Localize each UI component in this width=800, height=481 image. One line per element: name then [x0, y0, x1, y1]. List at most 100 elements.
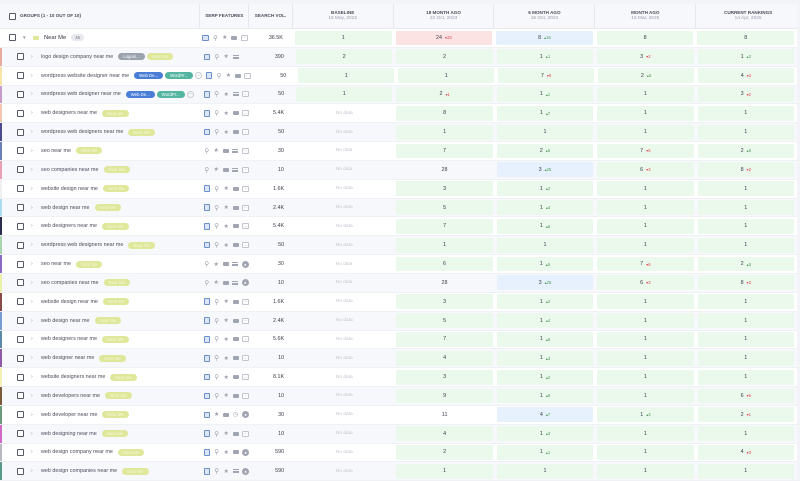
- row-checkbox[interactable]: [17, 279, 24, 287]
- rank-cell[interactable]: 1: [595, 444, 695, 462]
- rank-cell[interactable]: No data: [294, 331, 394, 349]
- keyword-tag[interactable]: Near Me: [146, 53, 174, 61]
- rank-cell[interactable]: 1: [696, 331, 800, 349]
- keyword-row[interactable]: › web developers near me Near Me ⚲ ★ ··· 10 No …: [0, 387, 800, 406]
- rank-cell[interactable]: 1: [293, 29, 394, 47]
- rank-cell[interactable]: 3 ▾2: [595, 48, 695, 66]
- chevron-right-icon[interactable]: ›: [31, 53, 33, 60]
- rank-cell[interactable]: 1: [396, 67, 496, 85]
- rank-cell[interactable]: 7 ▾6: [496, 67, 596, 85]
- rank-cell[interactable]: 1: [394, 236, 494, 254]
- serp-features-header[interactable]: SERP FEATURES: [200, 4, 250, 28]
- chevron-right-icon[interactable]: ›: [31, 355, 33, 362]
- rank-cell[interactable]: 1: [696, 236, 800, 254]
- chevron-right-icon[interactable]: ›: [31, 449, 33, 456]
- rank-cell[interactable]: 1: [696, 312, 800, 330]
- rank-cell[interactable]: 1: [595, 86, 695, 104]
- keyword-text[interactable]: web design company near me: [41, 449, 113, 456]
- rank-cell[interactable]: 7 ▾5: [595, 142, 695, 160]
- groups-header[interactable]: GROUPS (1 - 10 OUT OF 10): [0, 4, 201, 28]
- rank-cell[interactable]: 1 ▴5: [495, 255, 595, 273]
- rank-cell[interactable]: 1: [495, 236, 595, 254]
- rank-cell[interactable]: 1: [696, 293, 800, 311]
- rank-cell[interactable]: 1 ▴2: [495, 293, 595, 311]
- chevron-down-icon[interactable]: ▾: [23, 34, 26, 41]
- rank-cell[interactable]: No data: [294, 274, 394, 292]
- rank-cell[interactable]: 6 ▾5: [696, 387, 800, 405]
- month-ago-header[interactable]: MONTH AGO 15 Mar, 2025: [595, 4, 697, 28]
- rank-cell[interactable]: 1: [495, 123, 595, 141]
- keyword-text[interactable]: web designing near me: [41, 430, 97, 437]
- rank-cell[interactable]: 1: [696, 425, 800, 443]
- rank-cell[interactable]: 1: [296, 67, 396, 85]
- rank-cell[interactable]: No data: [294, 425, 394, 443]
- rank-cell[interactable]: No data: [294, 199, 394, 217]
- group-checkbox[interactable]: [9, 34, 16, 42]
- rank-cell[interactable]: 1: [595, 217, 695, 235]
- row-checkbox[interactable]: [17, 467, 24, 475]
- row-checkbox[interactable]: [17, 392, 24, 400]
- rank-cell[interactable]: 8 ▾2: [696, 161, 800, 179]
- rank-cell[interactable]: 1 ▴8: [495, 387, 595, 405]
- keyword-text[interactable]: web designer near me: [41, 355, 95, 362]
- keyword-text[interactable]: seo near me: [41, 147, 71, 154]
- row-checkbox[interactable]: [17, 335, 24, 343]
- rank-cell[interactable]: No data: [294, 123, 394, 141]
- keyword-text[interactable]: web developers near me: [41, 392, 101, 399]
- rank-cell[interactable]: No data: [294, 104, 394, 122]
- more-features-icon[interactable]: ···: [240, 34, 248, 41]
- rank-cell[interactable]: 6 ▾3: [595, 161, 695, 179]
- rank-cell[interactable]: 1: [595, 199, 695, 217]
- keyword-tag[interactable]: Web De...: [134, 72, 164, 80]
- keyword-tag[interactable]: Near Me: [94, 204, 122, 212]
- chevron-right-icon[interactable]: ›: [31, 204, 33, 211]
- keyword-text[interactable]: wordpress web designers near me: [41, 242, 124, 249]
- rank-cell[interactable]: 1: [696, 180, 800, 198]
- vertical-scrollbar[interactable]: [797, 4, 800, 480]
- rank-cell[interactable]: 1: [595, 331, 695, 349]
- keyword-tag[interactable]: Near Me: [122, 467, 149, 475]
- select-all-checkbox[interactable]: [9, 12, 16, 20]
- 18-month-ago-header[interactable]: 18 MONTH AGO 22 Oct, 2023: [394, 4, 495, 28]
- more-tags-icon[interactable]: ···: [194, 72, 202, 80]
- rank-cell[interactable]: 1 ▴1: [495, 48, 595, 66]
- keyword-row[interactable]: › logo design company near me Logos/... Nea…: [0, 47, 800, 67]
- rank-cell[interactable]: 1: [294, 86, 394, 104]
- rank-cell[interactable]: 11: [394, 406, 494, 424]
- row-checkbox[interactable]: [17, 373, 24, 381]
- keyword-text[interactable]: web designers near me: [41, 223, 98, 230]
- rank-cell[interactable]: 1 ▴1: [495, 444, 595, 462]
- rank-cell[interactable]: 1: [495, 462, 595, 480]
- rank-cell[interactable]: No data: [294, 293, 394, 311]
- rank-cell[interactable]: No data: [294, 312, 394, 330]
- rank-cell[interactable]: 5: [394, 199, 494, 217]
- rank-cell[interactable]: 28: [394, 274, 494, 292]
- keyword-text[interactable]: wordpress website designer near me: [41, 72, 130, 79]
- rank-cell[interactable]: 1: [696, 123, 800, 141]
- rank-cell[interactable]: 9: [394, 387, 494, 405]
- rank-cell[interactable]: 1 ▴7: [495, 104, 595, 122]
- more-features-icon[interactable]: ···: [242, 185, 250, 192]
- keyword-row[interactable]: › web design near me Near Me ⚲ ★ ··· 2.4K No da…: [0, 198, 800, 218]
- rank-cell[interactable]: No data: [294, 180, 394, 198]
- rank-cell[interactable]: 1: [696, 104, 800, 122]
- rank-cell[interactable]: 8 ▾2: [696, 274, 800, 292]
- keyword-text[interactable]: seo near me: [41, 261, 71, 268]
- keyword-text[interactable]: web design near me: [41, 204, 90, 211]
- search-volume-header[interactable]: SEARCH VOL.: [249, 4, 293, 28]
- rank-cell[interactable]: No data: [294, 217, 394, 235]
- rank-cell[interactable]: 1 ▴1: [495, 86, 595, 104]
- chevron-right-icon[interactable]: ›: [31, 468, 33, 475]
- chevron-right-icon[interactable]: ›: [31, 147, 33, 154]
- keyword-tag[interactable]: Near Me: [102, 335, 129, 343]
- row-checkbox[interactable]: [17, 53, 24, 61]
- rank-cell[interactable]: 7 ▾6: [595, 255, 695, 273]
- baseline-header[interactable]: BASELINE 15 May, 2022: [293, 4, 394, 28]
- more-features-icon[interactable]: ···: [242, 336, 250, 343]
- more-features-icon[interactable]: ···: [242, 355, 250, 362]
- more-features-icon[interactable]: ···: [242, 392, 250, 399]
- chevron-right-icon[interactable]: ›: [31, 279, 33, 286]
- rank-cell[interactable]: 5: [394, 312, 494, 330]
- more-features-icon[interactable]: ···: [242, 110, 250, 117]
- rank-cell[interactable]: 7: [394, 331, 494, 349]
